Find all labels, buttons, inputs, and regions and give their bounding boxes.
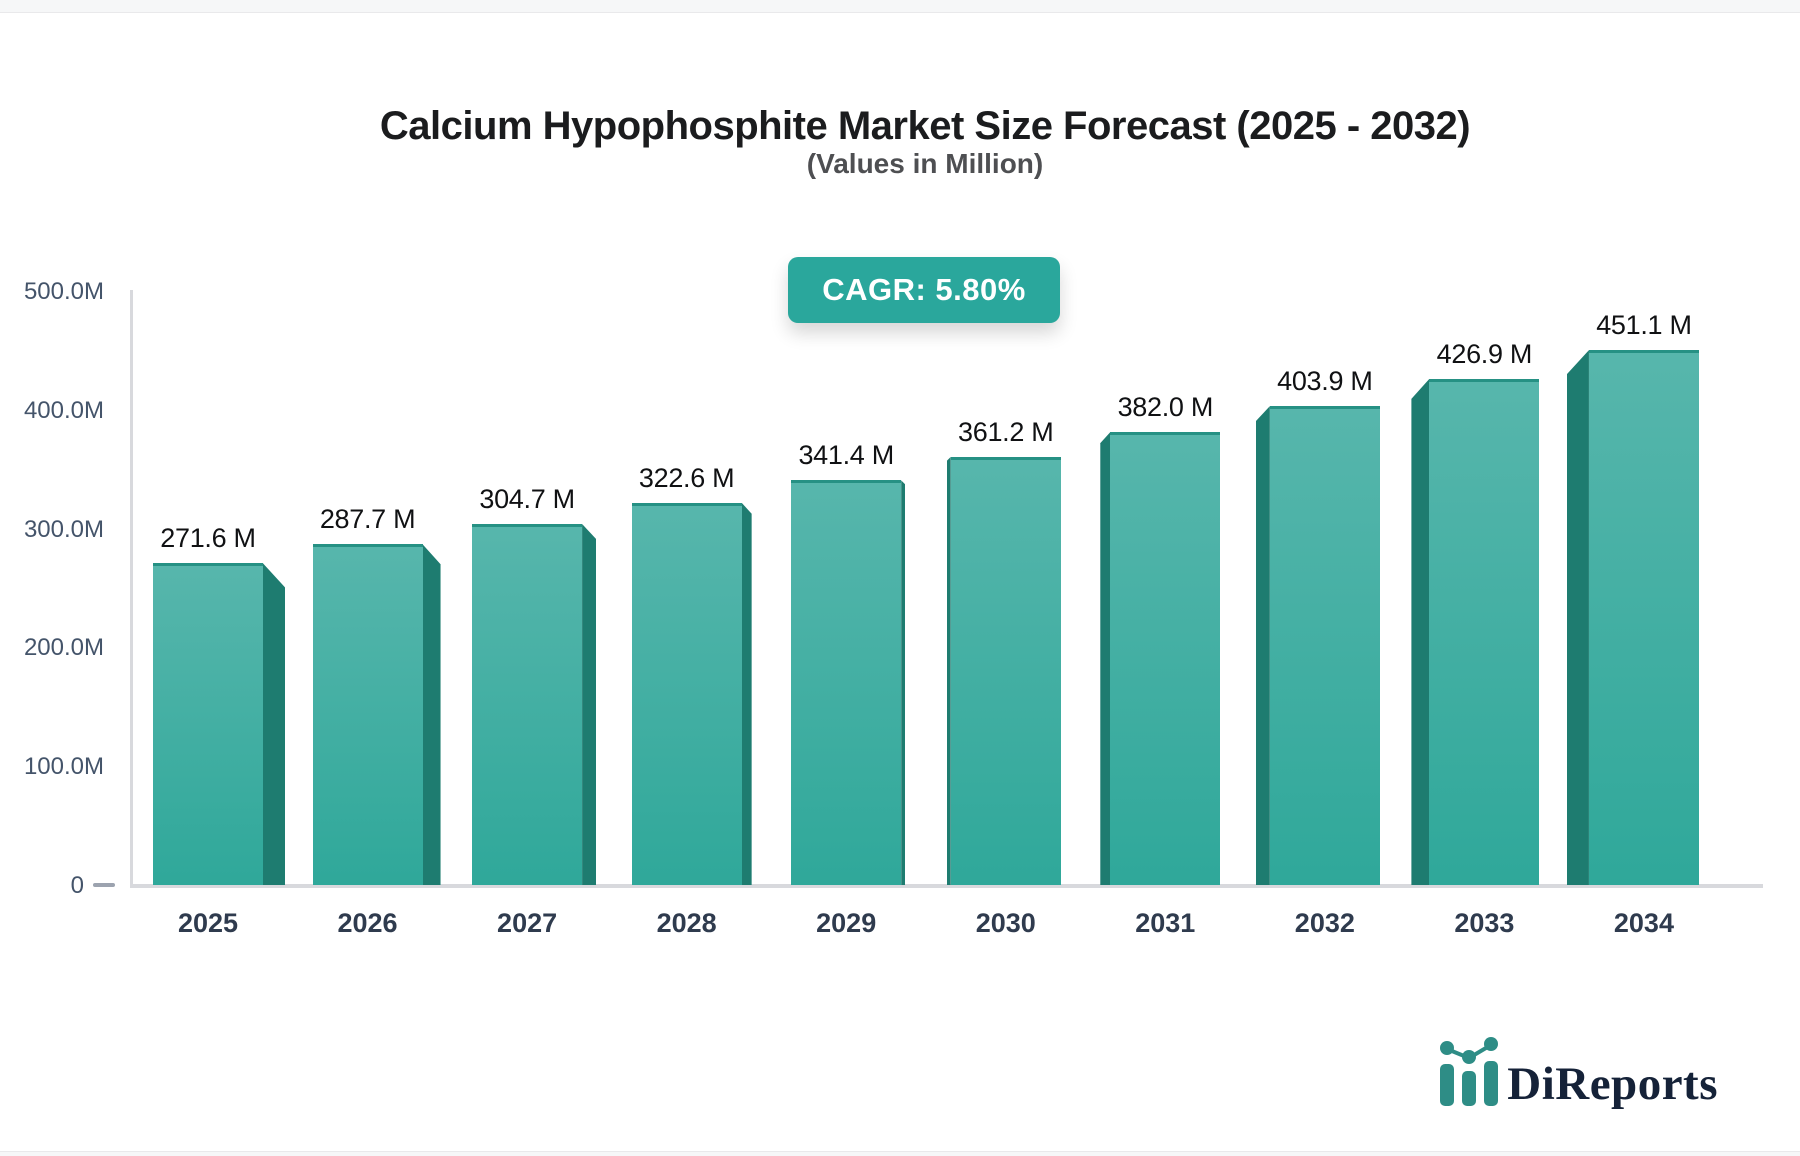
bar-2032	[1269, 406, 1380, 885]
bar-value-label: 451.1 M	[1596, 310, 1692, 341]
x-axis-label: 2028	[656, 908, 717, 938]
bar-2025	[153, 563, 263, 885]
bar-value-label: 382.0 M	[1117, 392, 1214, 423]
y-axis-tick-label: 0	[70, 872, 84, 899]
x-axis-label: 2034	[1613, 908, 1674, 938]
brand-name: DiReports	[1507, 1058, 1718, 1110]
bar-3d-side	[582, 524, 597, 885]
chart-subtitle: (Values in Million)	[806, 148, 1044, 179]
bar-3d-side	[946, 456, 951, 885]
bar-value-label: 426.9 M	[1436, 338, 1533, 369]
bar-value-label: 287.7 M	[319, 504, 416, 535]
y-axis-tick-label: 200.0M	[23, 634, 104, 662]
bar-value-label: 341.4 M	[798, 440, 894, 471]
x-axis-label: 2032	[1294, 908, 1355, 938]
bar-3d-side	[741, 502, 752, 885]
y-axis-tick-label: 400.0M	[23, 396, 104, 424]
bar-value-label: 304.7 M	[479, 484, 575, 515]
bar-3d-side	[1411, 378, 1430, 885]
bar-3d-side	[1255, 406, 1270, 885]
bar-2027	[472, 524, 583, 885]
x-axis-label: 2029	[816, 908, 877, 938]
bar-2028	[631, 502, 742, 885]
x-axis-label: 2026	[337, 908, 398, 938]
x-axis-label: 2030	[975, 908, 1036, 938]
y-axis-tick-label: 100.0M	[23, 753, 104, 781]
bar-2033	[1429, 378, 1540, 885]
bar-2030	[950, 456, 1061, 885]
bar-2029	[791, 480, 902, 885]
chart-title: Calcium Hypophosphite Market Size Foreca…	[379, 104, 1471, 148]
x-axis-label: 2033	[1454, 908, 1515, 938]
bar-value-label: 361.2 M	[958, 416, 1054, 447]
bar-value-label: 322.6 M	[638, 462, 735, 493]
bar-3d-side	[1566, 350, 1589, 885]
bar-3d-side	[1100, 432, 1111, 885]
bar-3d-side	[422, 544, 441, 885]
bar-2031	[1110, 432, 1221, 885]
brand-logo: DiReports	[1434, 1032, 1718, 1108]
y-axis-tick-label: 300.0M	[23, 515, 104, 543]
bar-3d-side	[901, 480, 906, 885]
bar-3d-side	[263, 563, 285, 885]
bar-2026	[312, 544, 423, 885]
x-axis-baseline	[130, 884, 1763, 888]
x-axis-label: 2027	[497, 908, 558, 938]
bar-chart-trend-icon	[1440, 1037, 1499, 1106]
y-axis-tick-label: 500.0M	[23, 278, 104, 305]
bar-value-label: 403.9 M	[1277, 366, 1373, 397]
y-axis-line	[130, 290, 133, 886]
x-axis-label: 2031	[1135, 908, 1196, 938]
bar-value-label: 271.6 M	[160, 523, 256, 554]
bar-2034	[1588, 350, 1699, 885]
zero-tick-mark	[93, 883, 115, 887]
x-axis-label: 2025	[177, 908, 239, 938]
cagr-badge: CAGR: 5.80%	[788, 257, 1060, 323]
